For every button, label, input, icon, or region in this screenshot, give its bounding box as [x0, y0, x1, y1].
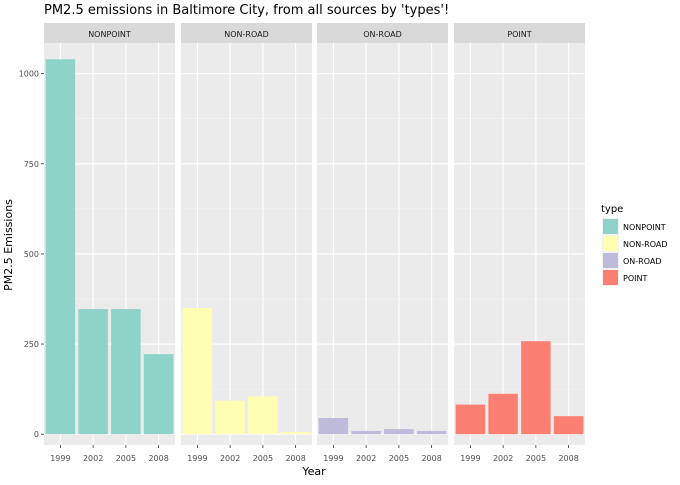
x-tick-label: 1999 — [187, 454, 207, 463]
bar-on-road-1999 — [318, 417, 349, 435]
facet-panel-on-road: ON-ROAD 1999 2002 2005 2008 — [317, 23, 448, 463]
bar-nonpoint-1999 — [45, 59, 76, 435]
x-tick-label: 2002 — [493, 454, 513, 463]
bar-on-road-2002 — [351, 430, 381, 435]
x-tick-label: 1999 — [50, 454, 70, 463]
y-tick-label: 250 — [24, 340, 39, 349]
x-tick-label: 2005 — [116, 454, 136, 463]
y-axis-label: PM2.5 Emissions — [2, 199, 15, 291]
bar-non-road-1999 — [182, 307, 213, 435]
x-tick-label: 2008 — [558, 454, 578, 463]
facet-strip-label: POINT — [507, 30, 531, 39]
legend-label: ON-ROAD — [623, 257, 662, 266]
legend-label: POINT — [623, 274, 647, 283]
x-tick-label: 2002 — [356, 454, 376, 463]
bar-on-road-2008 — [416, 430, 447, 435]
bar-non-road-2008 — [280, 432, 311, 435]
facet-strip — [317, 23, 448, 43]
chart-title: PM2.5 emissions in Baltimore City, from … — [44, 3, 449, 18]
y-axis: 0 250 500 750 1000 — [19, 70, 44, 439]
legend-label: NON-ROAD — [623, 240, 668, 249]
facet-panel-non-road: NON-ROAD 1999 2002 2005 2008 — [181, 23, 312, 463]
facet-panel-point: POINT 1999 2002 2005 2008 — [454, 23, 585, 463]
x-tick-label: 2008 — [148, 454, 168, 463]
facet-strip-label: ON-ROAD — [363, 30, 402, 39]
facet-strip-label: NON-ROAD — [224, 30, 269, 39]
y-tick-label: 1000 — [19, 70, 39, 79]
bar-nonpoint-2005 — [111, 309, 141, 435]
bar-on-road-2005 — [384, 429, 414, 435]
bar-point-2005 — [521, 341, 551, 435]
bar-non-road-2002 — [215, 400, 245, 435]
bar-nonpoint-2008 — [143, 354, 174, 435]
legend-swatch — [603, 219, 618, 234]
x-tick-label: 2008 — [421, 454, 441, 463]
y-tick-label: 500 — [24, 250, 39, 259]
x-axis-label: Year — [301, 465, 326, 478]
legend-swatch — [603, 236, 618, 251]
bar-point-2008 — [553, 416, 584, 435]
x-tick-label: 2002 — [220, 454, 240, 463]
legend-title: type — [601, 204, 623, 215]
facet-strip — [44, 23, 175, 43]
x-tick-label: 1999 — [323, 454, 343, 463]
x-tick-label: 1999 — [460, 454, 480, 463]
facet-strip — [181, 23, 312, 43]
legend-swatch — [603, 253, 618, 268]
x-tick-label: 2005 — [253, 454, 273, 463]
panel-background — [317, 43, 448, 445]
bar-nonpoint-2002 — [78, 309, 108, 435]
facet-strip — [454, 23, 585, 43]
legend-swatch — [603, 270, 618, 285]
bar-point-1999 — [455, 404, 486, 435]
y-tick-label: 0 — [34, 430, 39, 439]
panel-background — [454, 43, 585, 445]
bar-non-road-2005 — [248, 396, 278, 435]
x-tick-label: 2008 — [285, 454, 305, 463]
x-tick-label: 2005 — [526, 454, 546, 463]
y-tick-label: 750 — [24, 160, 39, 169]
bar-point-2002 — [488, 393, 518, 435]
x-tick-label: 2002 — [83, 454, 103, 463]
legend-label: NONPOINT — [623, 223, 666, 232]
facet-panels: NONPOINT 1999 2002 2005 2008 NON-ROAD 1999 2002… — [44, 23, 585, 463]
facet-panel-nonpoint: NONPOINT 1999 2002 2005 2008 — [44, 23, 175, 463]
facet-strip-label: NONPOINT — [88, 30, 131, 39]
x-tick-label: 2005 — [389, 454, 409, 463]
legend: type NONPOINT NON-ROAD ON-ROAD POINT — [601, 204, 668, 286]
